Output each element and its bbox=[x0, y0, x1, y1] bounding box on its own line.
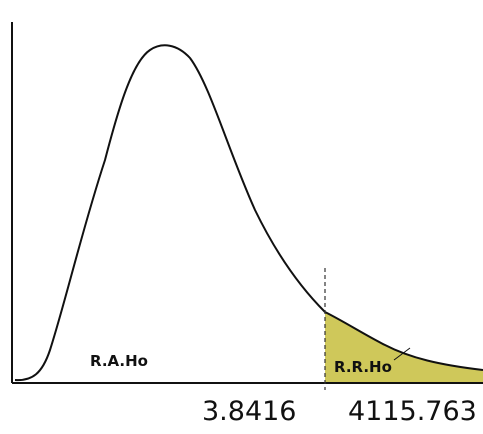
test-statistic-label: 4115.763 bbox=[348, 396, 477, 427]
acceptance-region-label: R.A.Ho bbox=[90, 352, 148, 370]
critical-value-label: 3.8416 bbox=[202, 396, 297, 427]
chi-square-distribution-diagram: R.A.Ho R.R.Ho bbox=[11, 22, 483, 390]
rejection-region-leader-line bbox=[393, 347, 411, 361]
rejection-region-area bbox=[325, 312, 483, 383]
rejection-region-label: R.R.Ho bbox=[334, 358, 392, 376]
density-curve bbox=[14, 44, 483, 382]
